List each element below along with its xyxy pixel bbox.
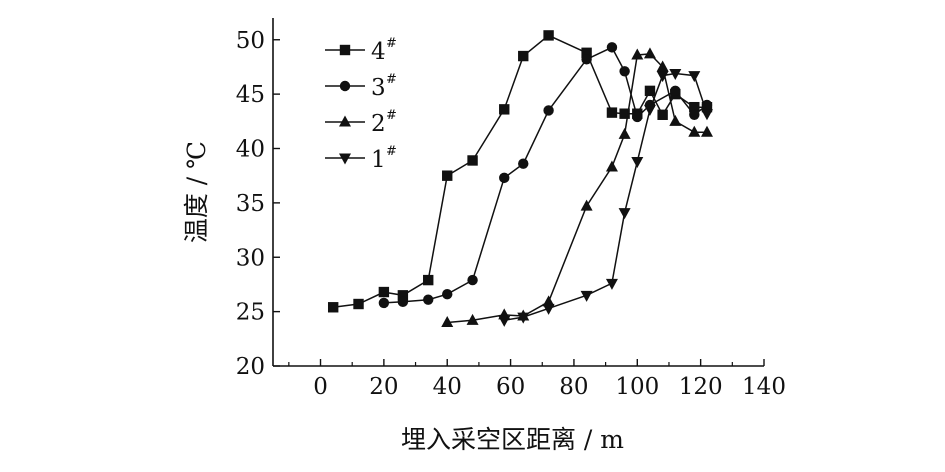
series-4	[327, 30, 713, 313]
legend: 4 #3 #2 #1 #	[325, 36, 397, 173]
data-point	[656, 71, 669, 83]
data-point	[618, 127, 631, 139]
data-point	[442, 289, 453, 300]
y-tick-label: 40	[236, 137, 265, 163]
x-tick-label: 40	[433, 374, 462, 400]
data-point	[518, 50, 529, 62]
series-layer	[327, 30, 713, 327]
data-point	[643, 104, 656, 116]
data-point	[657, 109, 668, 120]
x-tick-label: 80	[559, 374, 588, 400]
data-point	[643, 47, 656, 59]
data-point	[397, 290, 409, 301]
legend-label: 3	[371, 75, 386, 101]
y-tick-label: 50	[236, 28, 265, 54]
data-point	[700, 125, 713, 137]
data-point	[518, 158, 529, 169]
data-point	[498, 315, 511, 327]
data-point	[619, 66, 630, 77]
legend-marker	[339, 115, 351, 127]
x-tick-label: 140	[742, 374, 786, 400]
data-point	[441, 316, 454, 327]
data-point	[378, 286, 390, 298]
y-axis: 20 25 30 35 40 45 50	[236, 28, 280, 380]
series-line	[383, 46, 708, 304]
data-point	[542, 303, 555, 315]
data-point	[423, 294, 434, 305]
data-point	[581, 47, 592, 58]
legend-label: 1	[371, 147, 386, 173]
legend-item: 1 #	[325, 144, 397, 173]
legend-marker	[339, 44, 351, 56]
data-point	[543, 105, 554, 116]
data-point	[700, 109, 713, 121]
legend-label-superscript: #	[386, 36, 397, 51]
legend-item: 4 #	[325, 36, 397, 65]
legend-label-superscript: #	[386, 72, 397, 87]
y-tick-label: 45	[236, 82, 265, 108]
data-point	[606, 107, 618, 118]
legend-marker	[339, 153, 351, 165]
data-point	[689, 101, 700, 113]
data-point	[688, 71, 701, 83]
data-point	[397, 296, 409, 308]
series-line	[504, 72, 708, 322]
data-point	[656, 60, 669, 72]
y-tick-label: 30	[236, 245, 265, 271]
data-point	[580, 290, 593, 302]
data-point	[618, 208, 631, 220]
x-tick-label: 120	[679, 374, 723, 400]
data-point	[466, 313, 479, 325]
data-point	[499, 104, 510, 115]
data-point	[631, 157, 644, 169]
data-point	[543, 30, 554, 41]
x-axis-label: 埋入采空区距离 / m	[401, 425, 624, 454]
legend-item: 3 #	[325, 72, 397, 101]
x-tick-label: 0	[313, 374, 328, 400]
data-point	[467, 155, 478, 166]
series-3	[378, 42, 713, 309]
data-point	[581, 54, 592, 65]
data-point	[605, 278, 618, 290]
x-axis: 0 20 40 60 80 100 120 140	[288, 359, 786, 400]
series-1	[498, 68, 713, 327]
data-point	[542, 295, 555, 307]
data-point	[689, 109, 700, 120]
legend-label-superscript: #	[386, 108, 397, 123]
data-point	[499, 172, 510, 184]
data-point	[619, 108, 630, 119]
legend-label: 2	[371, 111, 386, 137]
y-tick-label: 25	[236, 300, 265, 326]
data-point	[378, 297, 390, 309]
data-point	[605, 160, 618, 172]
data-point	[327, 302, 339, 313]
legend-item: 2 #	[325, 108, 397, 137]
data-point	[688, 125, 701, 137]
data-point	[632, 111, 643, 123]
y-axis-label: 温度 / ℃	[182, 141, 211, 243]
data-point	[644, 85, 656, 97]
data-point	[467, 274, 478, 286]
plot-frame	[272, 18, 764, 367]
legend-label: 4	[371, 39, 386, 65]
y-tick-label: 35	[236, 191, 265, 217]
data-point	[442, 170, 453, 181]
data-point	[423, 274, 434, 286]
x-tick-label: 100	[615, 374, 659, 400]
legend-label-superscript: #	[386, 144, 397, 159]
data-point	[606, 42, 618, 53]
legend-marker	[339, 80, 351, 92]
data-point	[669, 68, 682, 80]
data-point	[669, 114, 682, 126]
data-point	[631, 48, 644, 60]
data-point	[353, 298, 364, 310]
y-tick-label: 20	[236, 354, 265, 380]
x-tick-label: 60	[496, 374, 525, 400]
data-point	[580, 199, 593, 211]
data-point	[670, 85, 681, 97]
series-2	[441, 47, 713, 327]
data-point	[517, 312, 530, 324]
x-tick-label: 20	[369, 374, 398, 400]
